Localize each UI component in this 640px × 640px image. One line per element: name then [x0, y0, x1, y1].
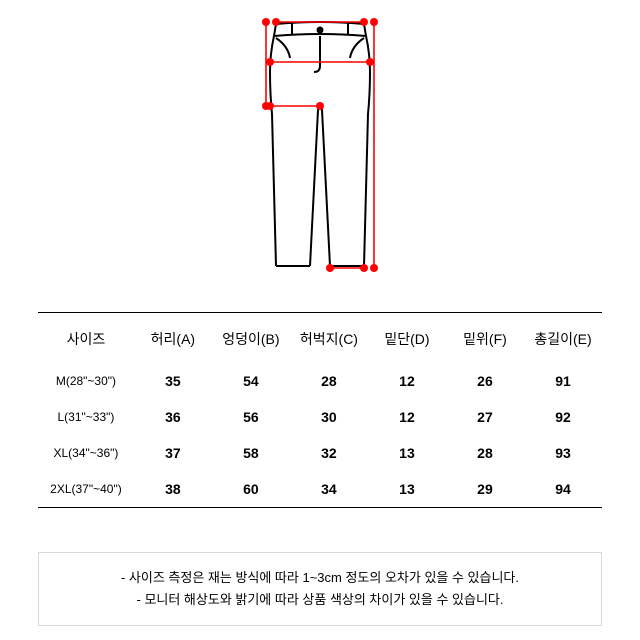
- value-cell: 26: [446, 363, 524, 399]
- size-label-cell: L(31"~33"): [38, 399, 134, 435]
- th-waist: 허리(A): [134, 313, 212, 363]
- value-cell: 13: [368, 471, 446, 507]
- table-row: L(31"~33")365630122792: [38, 399, 602, 435]
- note-line-2: - 모니터 해상도와 밝기에 따라 상품 색상의 차이가 있을 수 있습니다.: [49, 589, 591, 611]
- value-cell: 12: [368, 363, 446, 399]
- value-cell: 56: [212, 399, 290, 435]
- value-cell: 27: [446, 399, 524, 435]
- value-cell: 29: [446, 471, 524, 507]
- value-cell: 28: [290, 363, 368, 399]
- value-cell: 93: [524, 435, 602, 471]
- th-length: 총길이(E): [524, 313, 602, 363]
- table-bottom-rule: [38, 507, 602, 508]
- size-table: 사이즈 허리(A) 엉덩이(B) 허벅지(C) 밑단(D) 밑위(F) 총길이(…: [38, 313, 602, 507]
- value-cell: 38: [134, 471, 212, 507]
- value-cell: 13: [368, 435, 446, 471]
- value-cell: 91: [524, 363, 602, 399]
- value-cell: 30: [290, 399, 368, 435]
- th-hip: 엉덩이(B): [212, 313, 290, 363]
- table-header-row: 사이즈 허리(A) 엉덩이(B) 허벅지(C) 밑단(D) 밑위(F) 총길이(…: [38, 313, 602, 363]
- value-cell: 28: [446, 435, 524, 471]
- size-table-container: 사이즈 허리(A) 엉덩이(B) 허벅지(C) 밑단(D) 밑위(F) 총길이(…: [38, 312, 602, 508]
- value-cell: 36: [134, 399, 212, 435]
- value-cell: 54: [212, 363, 290, 399]
- table-row: 2XL(37"~40")386034132994: [38, 471, 602, 507]
- value-cell: 35: [134, 363, 212, 399]
- table-row: M(28"~30")355428122691: [38, 363, 602, 399]
- value-cell: 58: [212, 435, 290, 471]
- th-size: 사이즈: [38, 313, 134, 363]
- th-hem: 밑단(D): [368, 313, 446, 363]
- value-cell: 34: [290, 471, 368, 507]
- pants-measurement-diagram: [0, 14, 640, 294]
- pants-svg: [240, 14, 400, 280]
- table-row: XL(34"~36")375832132893: [38, 435, 602, 471]
- value-cell: 32: [290, 435, 368, 471]
- notes-box: - 사이즈 측정은 재는 방식에 따라 1~3cm 정도의 오차가 있을 수 있…: [38, 552, 602, 626]
- size-label-cell: M(28"~30"): [38, 363, 134, 399]
- value-cell: 37: [134, 435, 212, 471]
- size-label-cell: XL(34"~36"): [38, 435, 134, 471]
- note-line-1: - 사이즈 측정은 재는 방식에 따라 1~3cm 정도의 오차가 있을 수 있…: [49, 567, 591, 589]
- th-thigh: 허벅지(C): [290, 313, 368, 363]
- value-cell: 92: [524, 399, 602, 435]
- size-label-cell: 2XL(37"~40"): [38, 471, 134, 507]
- value-cell: 12: [368, 399, 446, 435]
- value-cell: 60: [212, 471, 290, 507]
- th-rise: 밑위(F): [446, 313, 524, 363]
- value-cell: 94: [524, 471, 602, 507]
